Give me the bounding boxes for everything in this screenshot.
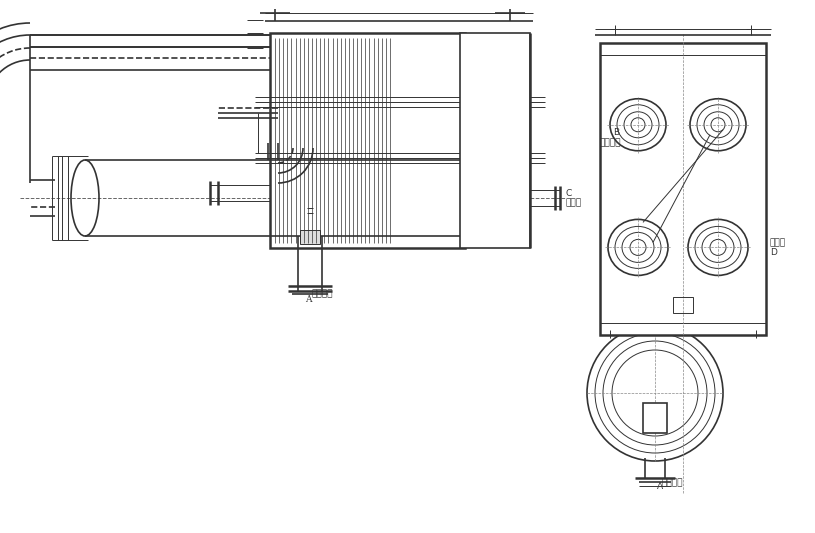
Bar xyxy=(300,230,320,244)
Text: 水出口: 水出口 xyxy=(770,238,786,247)
Bar xyxy=(270,33,465,248)
Bar xyxy=(600,43,766,335)
Text: B: B xyxy=(613,128,619,138)
Text: 蔪气入口: 蔪气入口 xyxy=(661,478,682,487)
Bar xyxy=(643,403,667,433)
Bar xyxy=(460,33,530,248)
Bar xyxy=(673,297,693,313)
Text: D: D xyxy=(770,248,777,257)
Text: A: A xyxy=(657,482,663,491)
Text: 蔪气出口: 蔪气出口 xyxy=(600,138,622,147)
Text: A: A xyxy=(305,295,311,304)
Text: 蔪气入口: 蔪气入口 xyxy=(312,289,333,298)
Text: 水进口: 水进口 xyxy=(565,198,581,207)
Text: C: C xyxy=(565,189,571,198)
